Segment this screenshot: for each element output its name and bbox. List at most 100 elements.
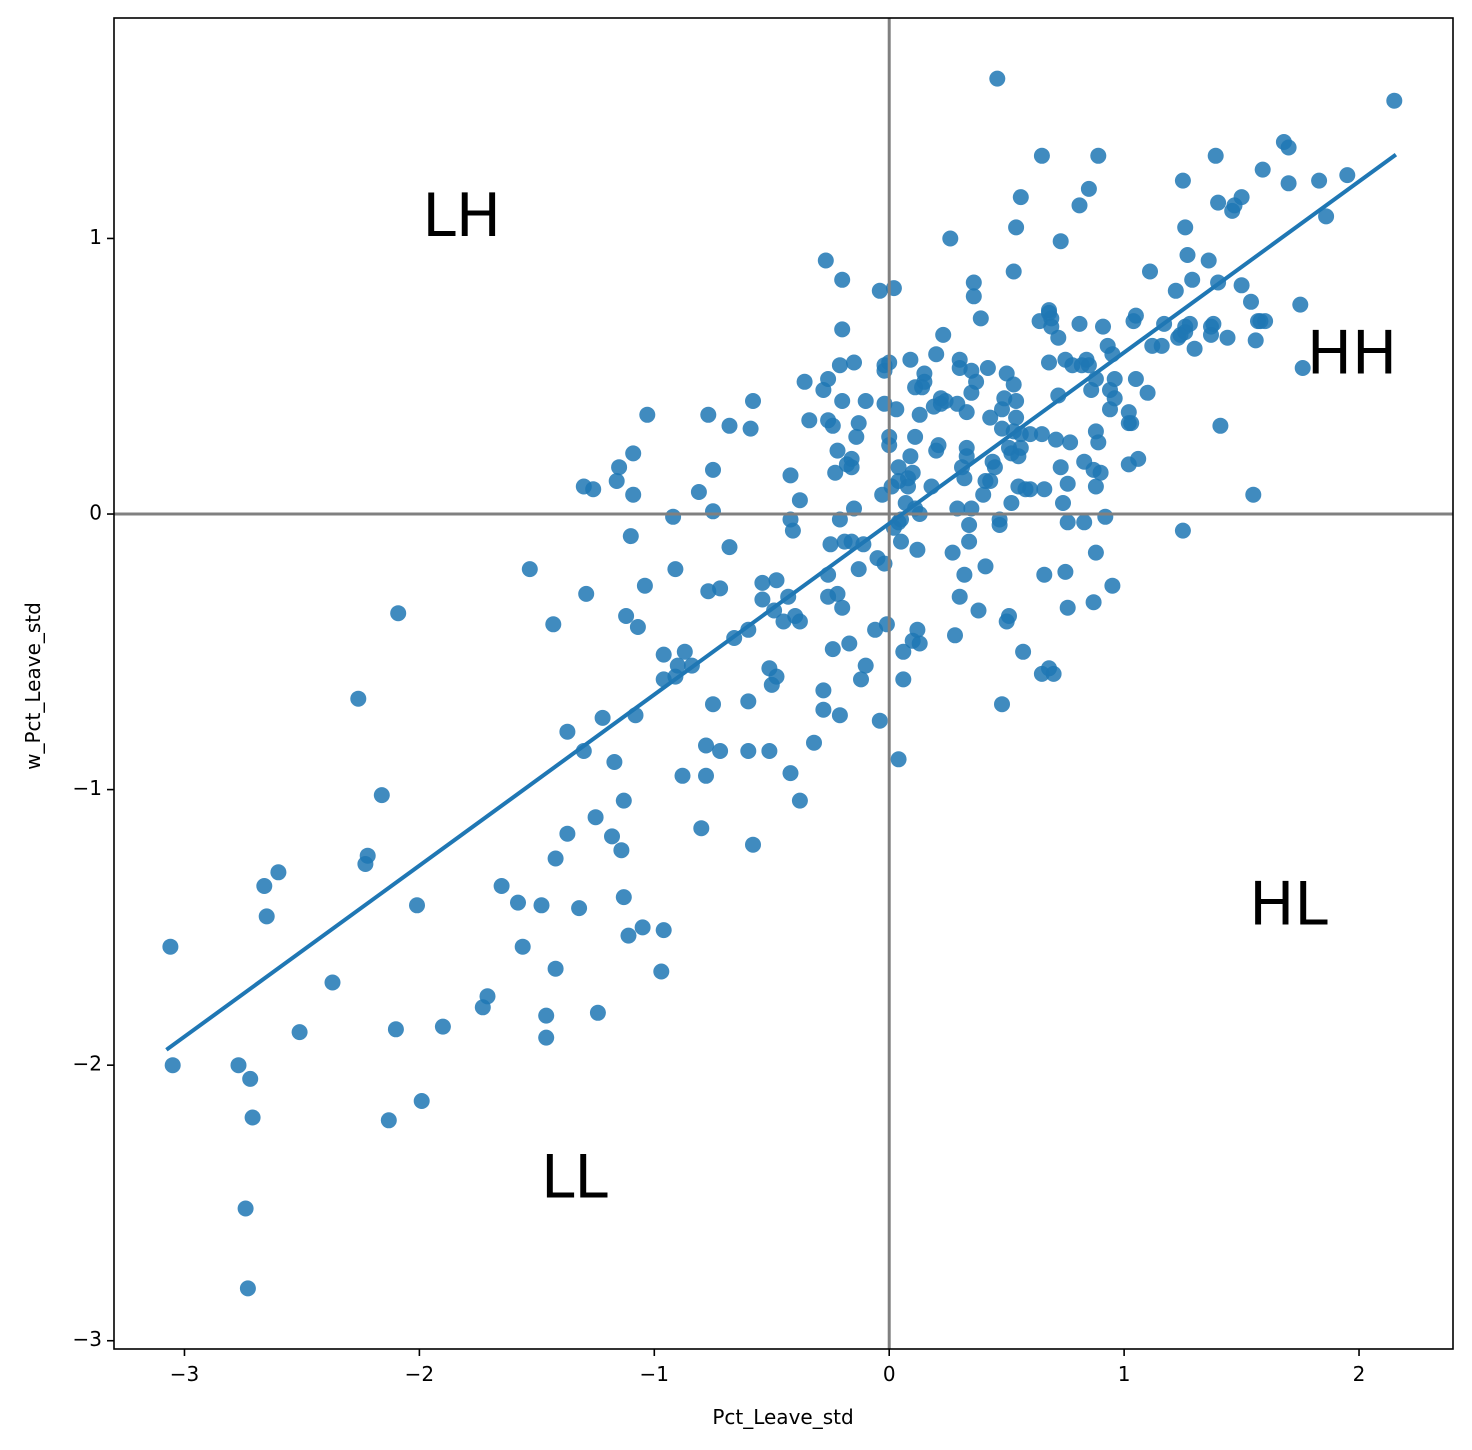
quadrant-label-lh: LH [422,181,501,251]
data-point [982,473,999,489]
data-point [935,326,952,343]
data-point [1085,594,1102,611]
data-point [829,442,846,459]
data-point [1087,478,1104,495]
data-point [1012,189,1029,206]
data-point [705,503,721,520]
data-point [740,743,757,759]
data-point [1233,189,1250,206]
data-point [848,428,865,445]
data-point [1008,393,1025,409]
data-point [639,406,656,423]
data-point [1254,161,1271,178]
quadrant-label-ll: LL [541,1142,608,1212]
data-point [1177,219,1194,236]
data-point [942,230,959,247]
y-axis-ticks: −3 −2 −1 0 1 [73,225,114,1351]
data-point [380,1112,397,1129]
data-point [740,693,757,710]
data-point [904,464,921,481]
data-point [1106,371,1123,387]
x-tick-label: 2 [1353,1362,1366,1386]
data-point [850,415,867,432]
data-point [712,743,729,759]
data-point [1233,277,1250,294]
data-point [270,864,287,881]
data-point [1311,172,1328,189]
data-point [712,580,729,597]
data-point [893,533,909,550]
data-point [815,682,832,699]
data-point [1057,563,1074,580]
data-point [615,792,632,809]
data-point [1280,139,1297,156]
data-point [237,1200,254,1217]
data-point [928,346,945,363]
data-point [843,450,860,467]
data-point [594,709,611,726]
data-point [636,577,653,594]
data-point [1294,360,1311,376]
data-point [387,1021,404,1038]
data-point [1123,415,1140,432]
x-tick-label: −2 [405,1362,434,1386]
data-point [1033,426,1050,443]
data-point [841,635,858,652]
data-point [693,820,710,837]
data-point [1257,313,1274,330]
data-point [834,599,851,616]
data-point [1071,197,1088,214]
data-point [1052,233,1069,250]
data-point [538,1007,555,1024]
data-point [857,393,874,409]
data-point [1207,147,1224,164]
data-point [857,657,874,674]
data-point [829,585,846,602]
data-point [493,878,510,894]
data-point [1280,175,1297,192]
data-point [895,643,912,660]
data-point [822,536,839,553]
data-point [977,558,994,575]
data-point [359,847,376,864]
data-point [1212,417,1229,434]
data-point [1153,337,1170,354]
data-point [1127,371,1144,387]
data-point [1052,459,1069,476]
data-point [1045,665,1062,682]
data-point [1167,282,1184,299]
data-point [239,1280,256,1297]
data-point [1062,434,1079,451]
data-point [871,712,888,729]
data-point [1012,439,1029,456]
data-point [625,486,642,503]
reference-lines [114,18,1453,1349]
data-point [1005,376,1022,393]
data-point [589,1004,606,1021]
data-point [1059,475,1076,492]
data-point [824,417,841,434]
plot-frame [113,17,1454,1350]
y-tick-label: −1 [73,776,102,800]
data-point [951,588,968,605]
data-point [1048,431,1064,448]
data-point [1245,486,1262,503]
data-point [1055,495,1071,511]
data-point [965,288,982,305]
data-point [1001,608,1017,624]
data-point [653,963,670,980]
data-point [850,561,867,578]
y-axis-label: w_Pct_Leave_std [21,602,45,770]
data-point [958,448,975,465]
data-point [1036,481,1053,498]
data-point [655,646,672,663]
data-point [479,988,496,1005]
data-point [1142,263,1158,280]
data-point [373,787,390,804]
data-point [1008,219,1025,236]
data-point [791,492,808,509]
data-point [409,897,425,914]
data-point [1339,167,1356,184]
data-point [986,459,1003,476]
